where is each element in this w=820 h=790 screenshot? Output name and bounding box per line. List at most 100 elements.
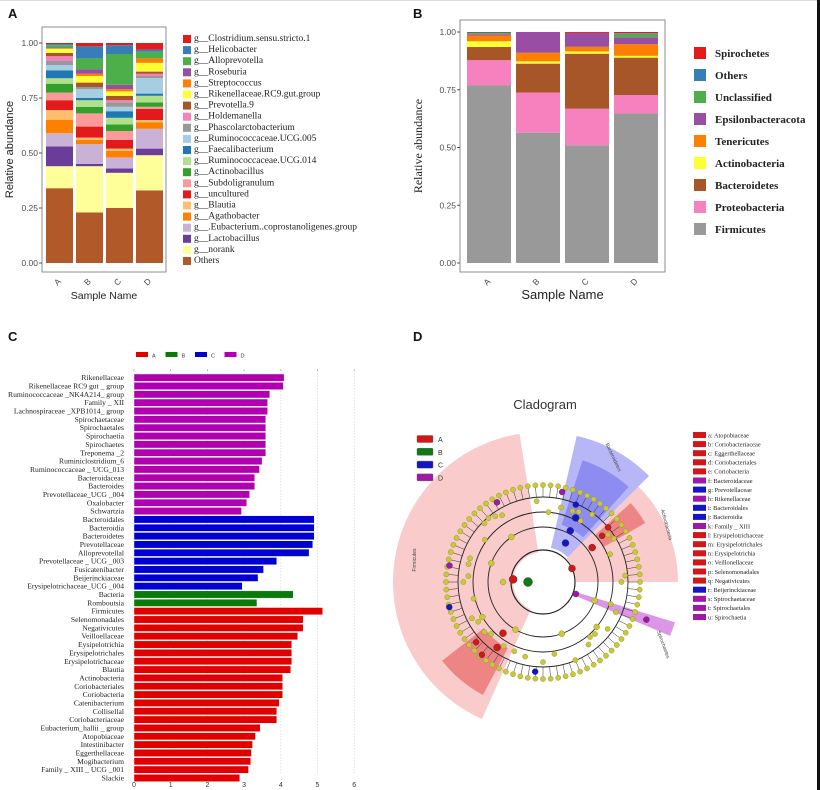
panel-label-a: A <box>8 6 18 21</box>
bar-label: Bacteroidia <box>89 523 125 532</box>
bar-segment <box>136 76 163 79</box>
leaf-node <box>584 492 590 499</box>
legend-label: Proteobacteria <box>715 202 785 214</box>
tree-node <box>470 595 477 602</box>
legend-swatch <box>183 101 191 110</box>
legend-swatch <box>416 435 434 443</box>
bar-label: Spirochaetales <box>80 423 124 432</box>
leaf-node <box>590 496 597 503</box>
bar-segment <box>565 51 609 54</box>
bar-label: Firmicutes <box>92 607 125 616</box>
legend-swatch <box>183 35 191 43</box>
bar-segment <box>46 188 73 263</box>
highlighted-node <box>499 629 507 637</box>
tree-node <box>585 641 592 648</box>
bar <box>133 423 266 432</box>
bar-segment <box>76 106 103 114</box>
bar-segment <box>516 63 560 93</box>
tree-node <box>467 555 473 562</box>
legend-swatch <box>693 550 706 557</box>
tree-ring <box>510 549 576 615</box>
bar-segment <box>467 32 511 34</box>
bar-segment <box>76 139 103 145</box>
tree-ring <box>472 511 614 653</box>
highlighted-node <box>558 488 566 496</box>
legend-label: k: Family _ XIII <box>708 523 750 530</box>
legend-swatch <box>136 352 148 357</box>
highlighted-node <box>472 639 480 646</box>
bar-segment <box>136 102 163 107</box>
bar-label: Bacteria <box>99 590 125 599</box>
bar-segment <box>106 148 133 151</box>
bar <box>133 382 284 390</box>
bar-label: Prevotellaceae_UCG _004 <box>43 490 124 499</box>
bar-label: Rikenellaceae RC9 gut _ group <box>29 382 125 391</box>
x-tick-label: D <box>628 276 639 287</box>
bar <box>133 690 283 699</box>
bar-segment <box>136 71 163 74</box>
bar-segment <box>76 113 103 127</box>
legend-label: A <box>152 354 156 360</box>
legend-label: Actinobacteria <box>715 158 785 170</box>
legend-label: C <box>438 463 443 470</box>
bar-segment <box>76 126 103 138</box>
bar <box>133 573 259 582</box>
bar <box>133 540 313 549</box>
bar-segment <box>136 128 163 149</box>
tree-node <box>475 618 481 625</box>
leaf-node <box>540 482 546 488</box>
bar-label: Prevotellaceae <box>80 540 125 549</box>
legend-swatch <box>693 604 706 611</box>
legend-swatch <box>183 146 191 154</box>
tree-node <box>540 659 546 665</box>
clade-sector-bacteroidetes <box>550 435 650 558</box>
bar-segment <box>106 124 133 131</box>
bar-segment <box>136 51 163 59</box>
leaf-node <box>590 661 597 668</box>
leaf-node <box>510 671 516 678</box>
bar <box>133 749 252 757</box>
x-tick-label: A <box>481 276 492 287</box>
legend-label: b: Coriobacteriaceae <box>708 441 761 448</box>
highlighted-node <box>493 499 501 506</box>
leaf-node <box>622 528 629 535</box>
x-tick-label: 1 <box>169 782 173 789</box>
bar-segment <box>76 73 103 76</box>
y-axis-title: Relative abundance <box>4 101 16 198</box>
y-tick-label: 0.25 <box>439 200 456 210</box>
leaf-node <box>447 549 454 555</box>
bar-label: Oxalobacter <box>87 498 125 507</box>
bar-segment <box>106 100 133 103</box>
y-tick-label: 1.00 <box>21 38 38 48</box>
legend-label: g__Faecalibacterium <box>194 145 274 155</box>
bar <box>133 498 247 507</box>
bar-label: Bacteroidetes <box>83 532 124 541</box>
bar <box>133 640 293 649</box>
tree-node <box>488 631 494 637</box>
leaf-node <box>443 571 450 578</box>
legend-label: e: Coriobacteria <box>708 469 749 476</box>
x-tick-label: C <box>579 276 590 287</box>
highlighted-node <box>446 603 453 611</box>
bar-segment <box>46 120 73 134</box>
highlighted-node <box>588 543 596 552</box>
highlighted-node <box>572 590 580 598</box>
bar-segment <box>136 93 163 96</box>
bar <box>133 615 304 624</box>
leaf-node <box>636 586 643 593</box>
bar-segment <box>106 111 133 118</box>
leaf-node <box>453 535 460 541</box>
tree-node <box>460 579 467 585</box>
leaf-node <box>629 616 636 622</box>
y-tick-label: 0.50 <box>21 148 38 158</box>
bar-label: Romboutsia <box>87 598 124 607</box>
bar-segment <box>106 84 133 90</box>
legend-swatch <box>183 112 191 121</box>
clade-sector-actinobacteria <box>566 486 678 582</box>
legend-label: s: Spirochaetaceae <box>708 596 756 603</box>
legend-label: j: Bacteroidia <box>707 514 743 521</box>
leaf-node <box>632 609 639 615</box>
leaf-node <box>634 556 641 563</box>
